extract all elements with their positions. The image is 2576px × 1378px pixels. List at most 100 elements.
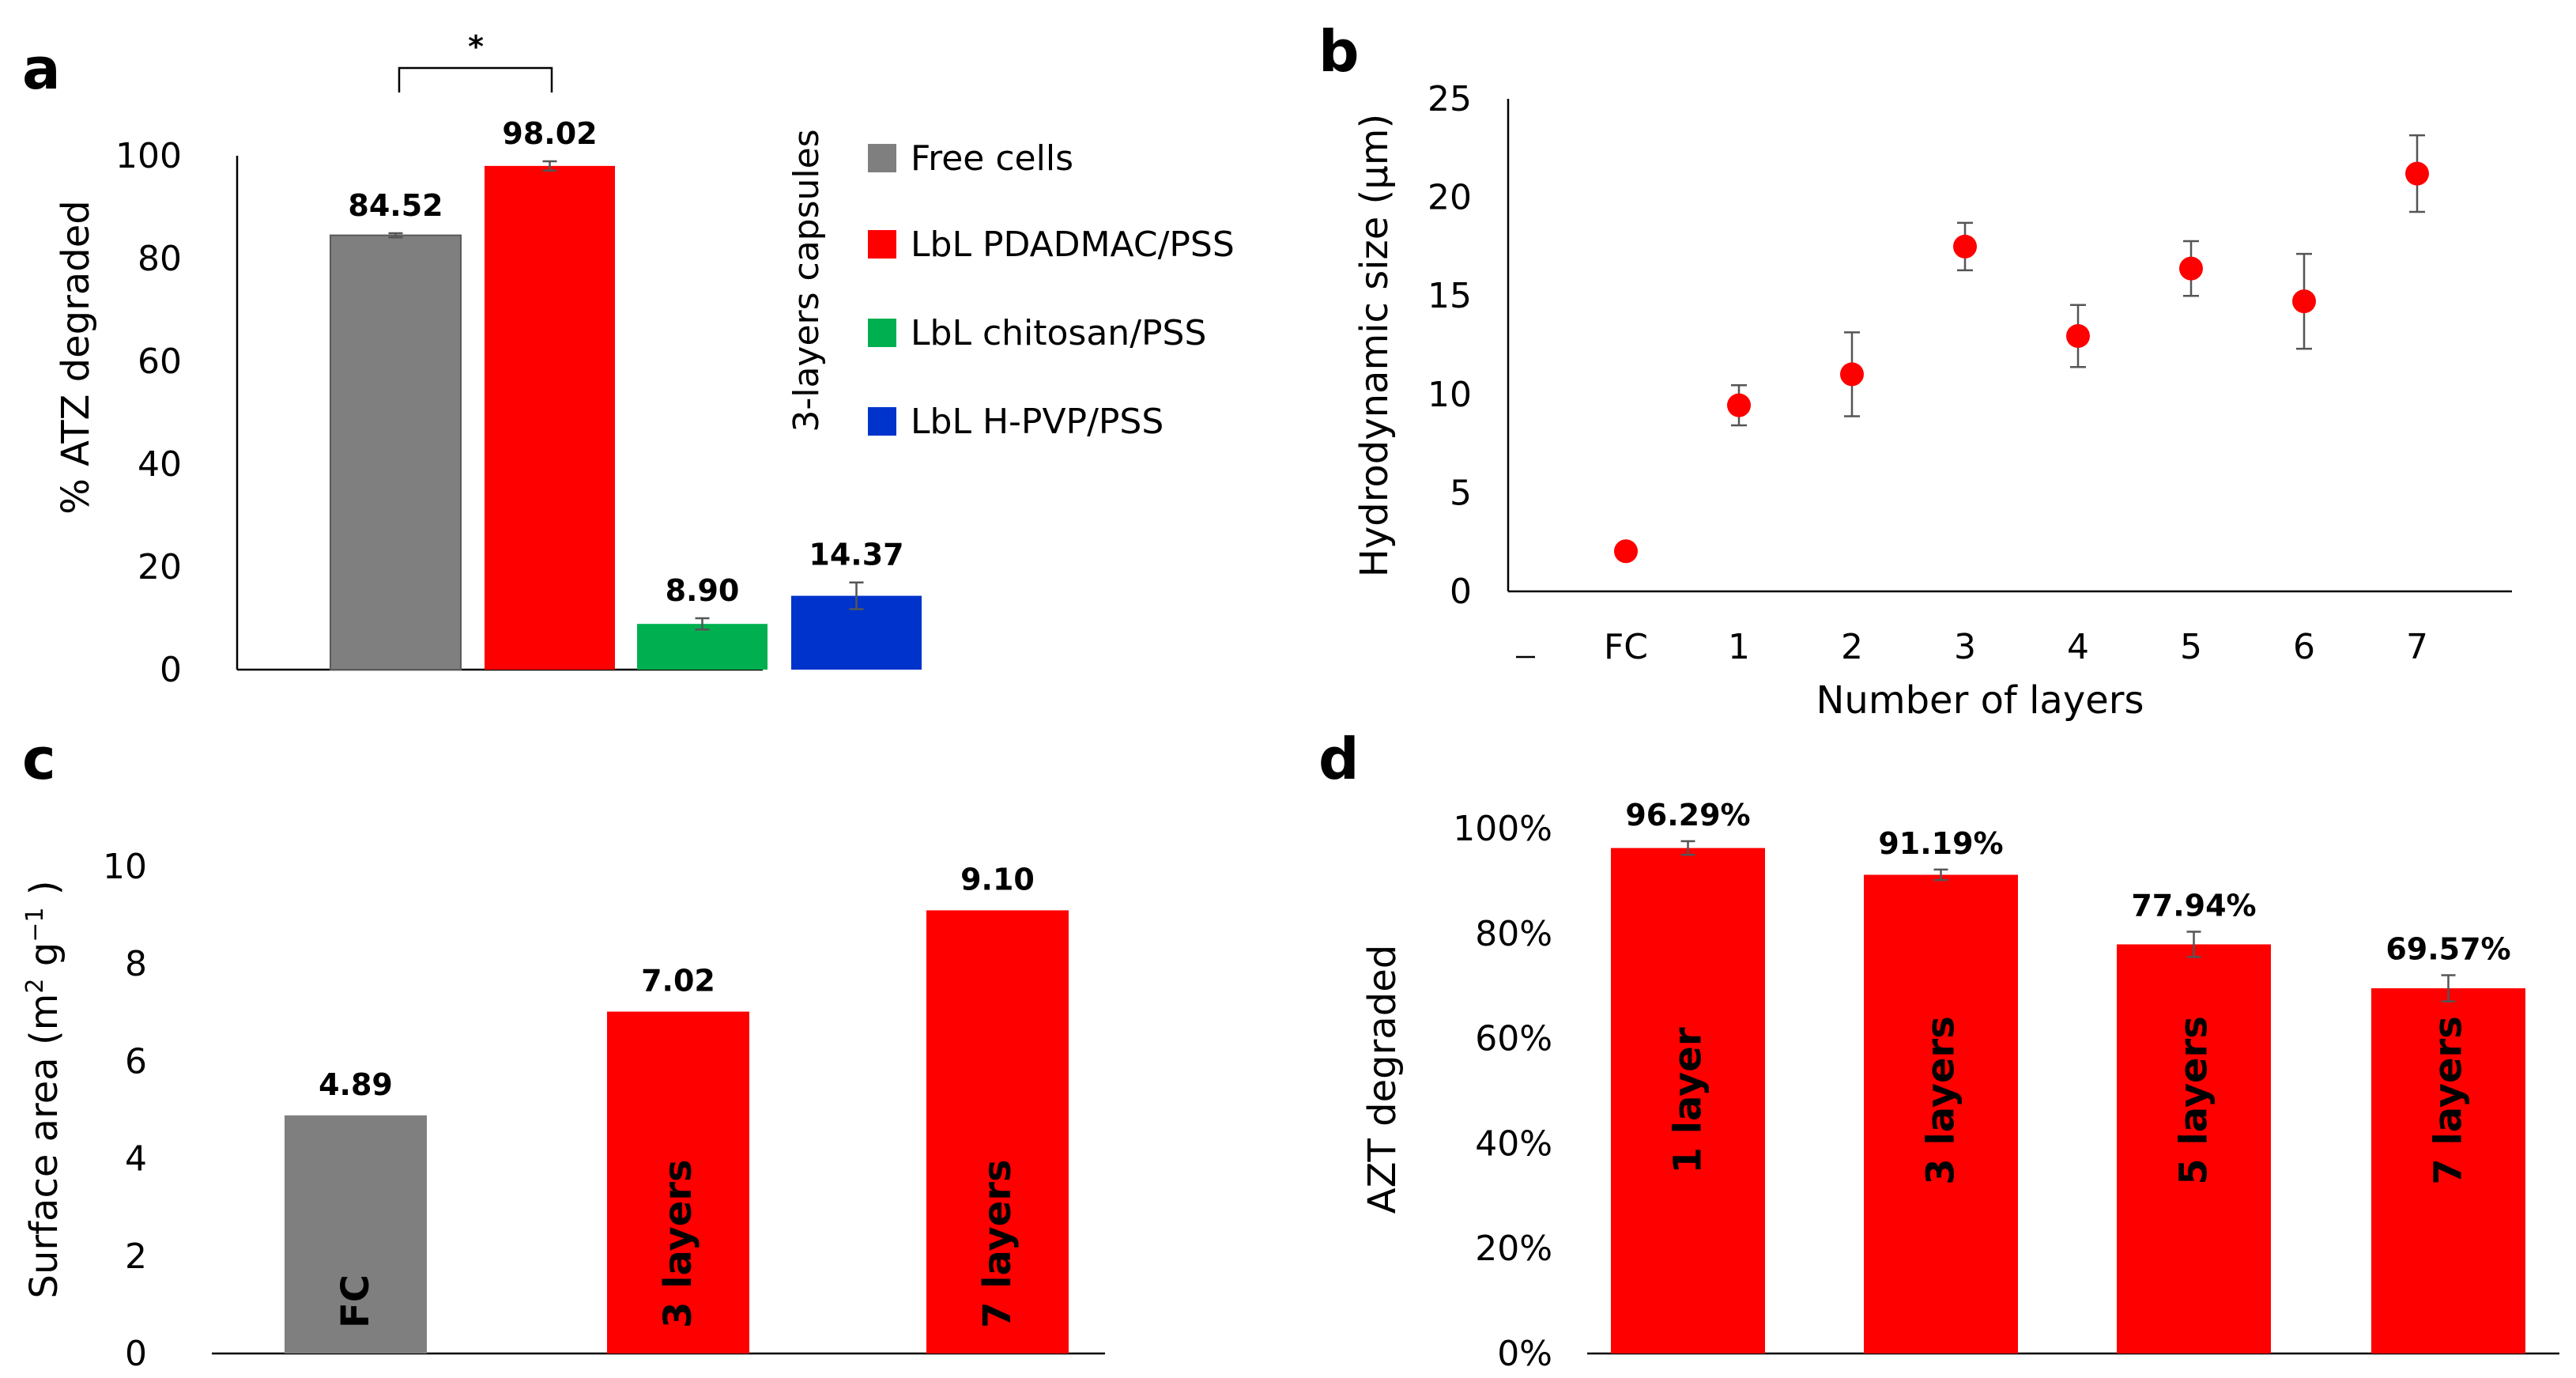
- panel-letter-d: d: [1318, 726, 1360, 792]
- panel-b-x-axis-title: Number of layers: [1816, 678, 2144, 723]
- panel-b-point: [2292, 289, 2316, 314]
- panel-c-y-axis-title-mid: g: [22, 942, 66, 979]
- panel-b-x-tick-label: 1: [1728, 627, 1750, 667]
- panel-c-y-axis-title-sup2: −1: [21, 908, 49, 942]
- panel-b-point: [1614, 539, 1638, 564]
- panel-b-point: [1840, 362, 1864, 387]
- panel-a-legend-swatch: [868, 319, 896, 347]
- panel-a-y-tick-label: 20: [138, 547, 182, 587]
- panel-d-error-bar: [1933, 868, 1948, 882]
- panel-c-bar-category-label: 3 layers: [656, 1159, 700, 1328]
- panel-c-bar-category-label: 7 layers: [975, 1159, 1020, 1328]
- panel-a-bar: [330, 234, 462, 670]
- panel-b-x-tick-label: 3: [1954, 627, 1976, 667]
- panel-c-bar: [285, 1115, 427, 1353]
- panel-d-y-axis-title: AZT degraded: [1360, 945, 1405, 1214]
- panel-b-scatter-chart: 0 5 10 15 20 25 Hydrodynamic size (μm) Number…: [1352, 79, 2512, 723]
- panel-d-bar: [2371, 988, 2525, 1353]
- panel-a-bar: [485, 165, 615, 670]
- panel-a-legend-title: 3-layers capsules: [786, 129, 827, 432]
- panel-d-y-tick-label: 20%: [1475, 1229, 1552, 1269]
- panel-b-y-tick-label: 20: [1428, 178, 1472, 218]
- panel-a-error-bar: [695, 617, 710, 631]
- panel-d-y-tick-label: 100%: [1453, 809, 1552, 849]
- panel-c-y-tick-label: 8: [125, 944, 147, 984]
- panel-d-error-bar: [1680, 840, 1695, 856]
- panel-b-y-tick-label: 0: [1450, 572, 1472, 612]
- panel-a-value-label: 84.52: [348, 188, 443, 223]
- panel-d-bar-category-label: 7 layers: [2427, 1016, 2471, 1185]
- panel-d-bar-category-label: 3 layers: [1919, 1016, 1963, 1185]
- panel-a-legend-label: LbL PDADMAC/PSS: [911, 225, 1235, 265]
- panel-a-error-bar: [849, 581, 864, 610]
- panel-c-y-axis-title-main: Surface area (m: [22, 994, 66, 1299]
- panel-a-y-tick-label: 80: [138, 239, 182, 279]
- panel-a-error-bar: [542, 160, 557, 172]
- panel-c-y-axis-title-end: ): [22, 881, 66, 908]
- panel-a-legend: Free cells LbL PDADMAC/PSS LbL chitosan/PS…: [868, 138, 1235, 442]
- panel-a-value-label: 8.90: [666, 573, 740, 608]
- panel-a-legend-swatch: [868, 407, 896, 436]
- panel-d-value-label: 69.57%: [2386, 931, 2510, 966]
- panel-a-y-tick-label: 40: [138, 444, 182, 485]
- panel-b-x-tick-label: 6: [2293, 627, 2315, 667]
- panel-d-bar-category-label: 1 layer: [1666, 1027, 1710, 1173]
- panel-a-bar: [637, 624, 768, 670]
- panel-c-y-tick-label: 6: [125, 1041, 147, 1082]
- panel-a-y-axis-title: % ATZ degraded: [54, 200, 98, 515]
- panel-d-y-tick-label: 60%: [1475, 1019, 1552, 1059]
- panel-d-y-tick-label: 40%: [1475, 1123, 1552, 1164]
- panel-a-significance-star: *: [468, 29, 484, 64]
- panel-c-y-tick-label: 2: [125, 1236, 147, 1277]
- panel-a-legend-label: Free cells: [911, 138, 1073, 179]
- panel-a-legend-swatch: [868, 144, 896, 172]
- panel-a-legend-label: LbL H-PVP/PSS: [911, 402, 1164, 442]
- panel-b-y-tick-label: 15: [1428, 276, 1472, 316]
- panel-c-y-tick-label: 10: [103, 847, 147, 887]
- panel-a-error-bar: [388, 232, 403, 239]
- panel-b-y-tick-label: 25: [1428, 79, 1472, 119]
- panel-d-value-label: 91.19%: [1878, 826, 2003, 861]
- panel-c-y-axis-title-sup1: 2: [21, 978, 49, 993]
- panel-a-y-tick-label: 0: [160, 650, 182, 690]
- panel-c-bar: [926, 910, 1069, 1353]
- panel-b-y-axis-title: Hydrodynamic size (μm): [1352, 114, 1397, 578]
- panel-d-bar: [1864, 874, 2018, 1353]
- panel-a-value-label: 98.02: [502, 116, 597, 151]
- panel-c-bar: [607, 1011, 749, 1353]
- panel-b-point: [2179, 256, 2203, 281]
- panel-b-x-tick-label: 4: [2067, 627, 2089, 667]
- panel-a-legend-label: LbL chitosan/PSS: [911, 313, 1206, 353]
- panel-b-point: [1953, 234, 1977, 259]
- panel-c-bar-category-label: FC: [334, 1274, 378, 1328]
- panel-d-value-label: 96.29%: [1625, 798, 1750, 832]
- panel-b-y-tick-label: 10: [1428, 375, 1472, 415]
- panel-a-legend-swatch: [868, 230, 896, 259]
- panel-letter-a: a: [22, 36, 61, 102]
- panel-d-bar-category-label: 5 layers: [2172, 1016, 2216, 1185]
- panel-letter-b: b: [1318, 18, 1360, 85]
- panel-d-error-bar: [2441, 974, 2456, 1002]
- panel-d-y-tick-label: 0%: [1497, 1334, 1552, 1374]
- panel-d-value-label: 77.94%: [2131, 889, 2256, 923]
- panel-c-y-axis-title: Surface area (m2 g−1 ): [21, 881, 66, 1299]
- panel-a-bar-chart: 0 20 40 60 80 100 % ATZ degraded 84.52 98.02 8.…: [54, 29, 1235, 690]
- panel-a-value-label: 14.37: [809, 538, 903, 572]
- panel-a-significance-bracket: [398, 66, 553, 92]
- panel-c-value-label: 4.89: [319, 1067, 393, 1102]
- panel-b-x-tick-label: 5: [2180, 627, 2202, 667]
- panel-b-x-tick-label: 7: [2406, 627, 2428, 667]
- panel-b-x-tick-label: FC: [1604, 627, 1648, 667]
- panel-c-y-tick-label: 0: [125, 1334, 147, 1374]
- panel-c-value-label: 9.10: [960, 862, 1035, 897]
- panel-a-y-tick-label: 60: [138, 342, 182, 382]
- panel-b-point: [2405, 161, 2429, 186]
- panel-letter-c: c: [22, 726, 56, 792]
- panel-c-y-tick-label: 4: [125, 1139, 147, 1180]
- panel-c-value-label: 7.02: [641, 964, 715, 999]
- panel-a-y-tick-label: 100: [115, 136, 182, 176]
- panel-d-bar: [1611, 848, 1765, 1353]
- panel-b-x-tick-label: 2: [1841, 627, 1863, 667]
